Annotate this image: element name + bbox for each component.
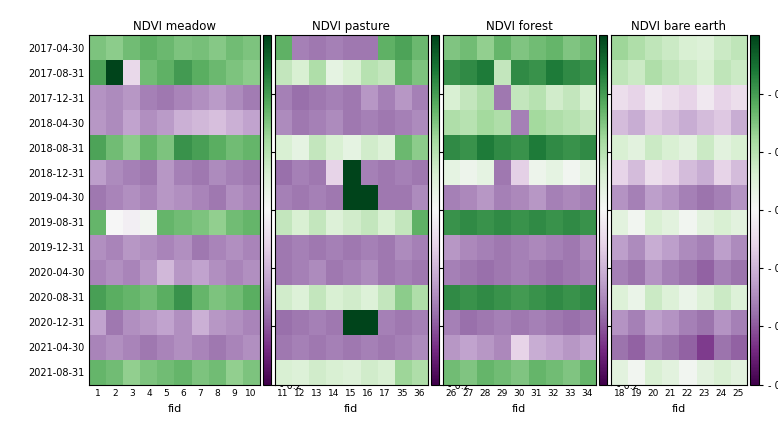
X-axis label: fid: fid bbox=[512, 404, 526, 414]
Title: NDVI meadow: NDVI meadow bbox=[133, 20, 216, 33]
Title: NDVI forest: NDVI forest bbox=[485, 20, 552, 33]
Title: NDVI bare earth: NDVI bare earth bbox=[631, 20, 727, 33]
Title: NDVI pasture: NDVI pasture bbox=[312, 20, 390, 33]
X-axis label: fid: fid bbox=[167, 404, 181, 414]
X-axis label: fid: fid bbox=[671, 404, 686, 414]
X-axis label: fid: fid bbox=[344, 404, 358, 414]
